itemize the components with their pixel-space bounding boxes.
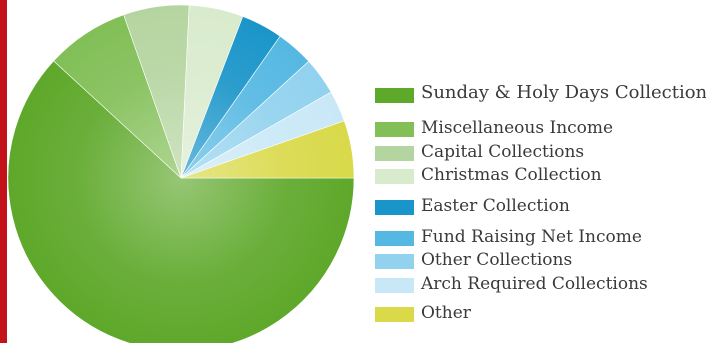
legend-swatch (375, 200, 414, 215)
legend-label: Fund Raising Net Income (421, 227, 642, 247)
legend-label: Miscellaneous Income (421, 118, 614, 138)
legend-label: Sunday & Holy Days Collections (421, 82, 706, 103)
legend-swatch (375, 169, 414, 184)
left-accent-bar (0, 0, 7, 343)
legend-label: Easter Collection (421, 196, 570, 216)
legend-swatch (375, 231, 414, 246)
legend-label: Christmas Collection (421, 165, 602, 185)
legend-label: Other Collections (421, 250, 573, 270)
legend-swatch (375, 254, 414, 269)
legend-swatch (375, 146, 414, 161)
legend-swatch (375, 278, 414, 293)
legend-swatch (375, 88, 414, 103)
legend-label: Arch Required Collections (421, 274, 648, 294)
legend-swatch (375, 122, 414, 137)
pie-highlight (8, 5, 354, 343)
legend-label: Capital Collections (421, 142, 585, 162)
pie-chart (7, 4, 355, 343)
legend-swatch (375, 307, 414, 322)
legend-label: Other (421, 303, 471, 323)
